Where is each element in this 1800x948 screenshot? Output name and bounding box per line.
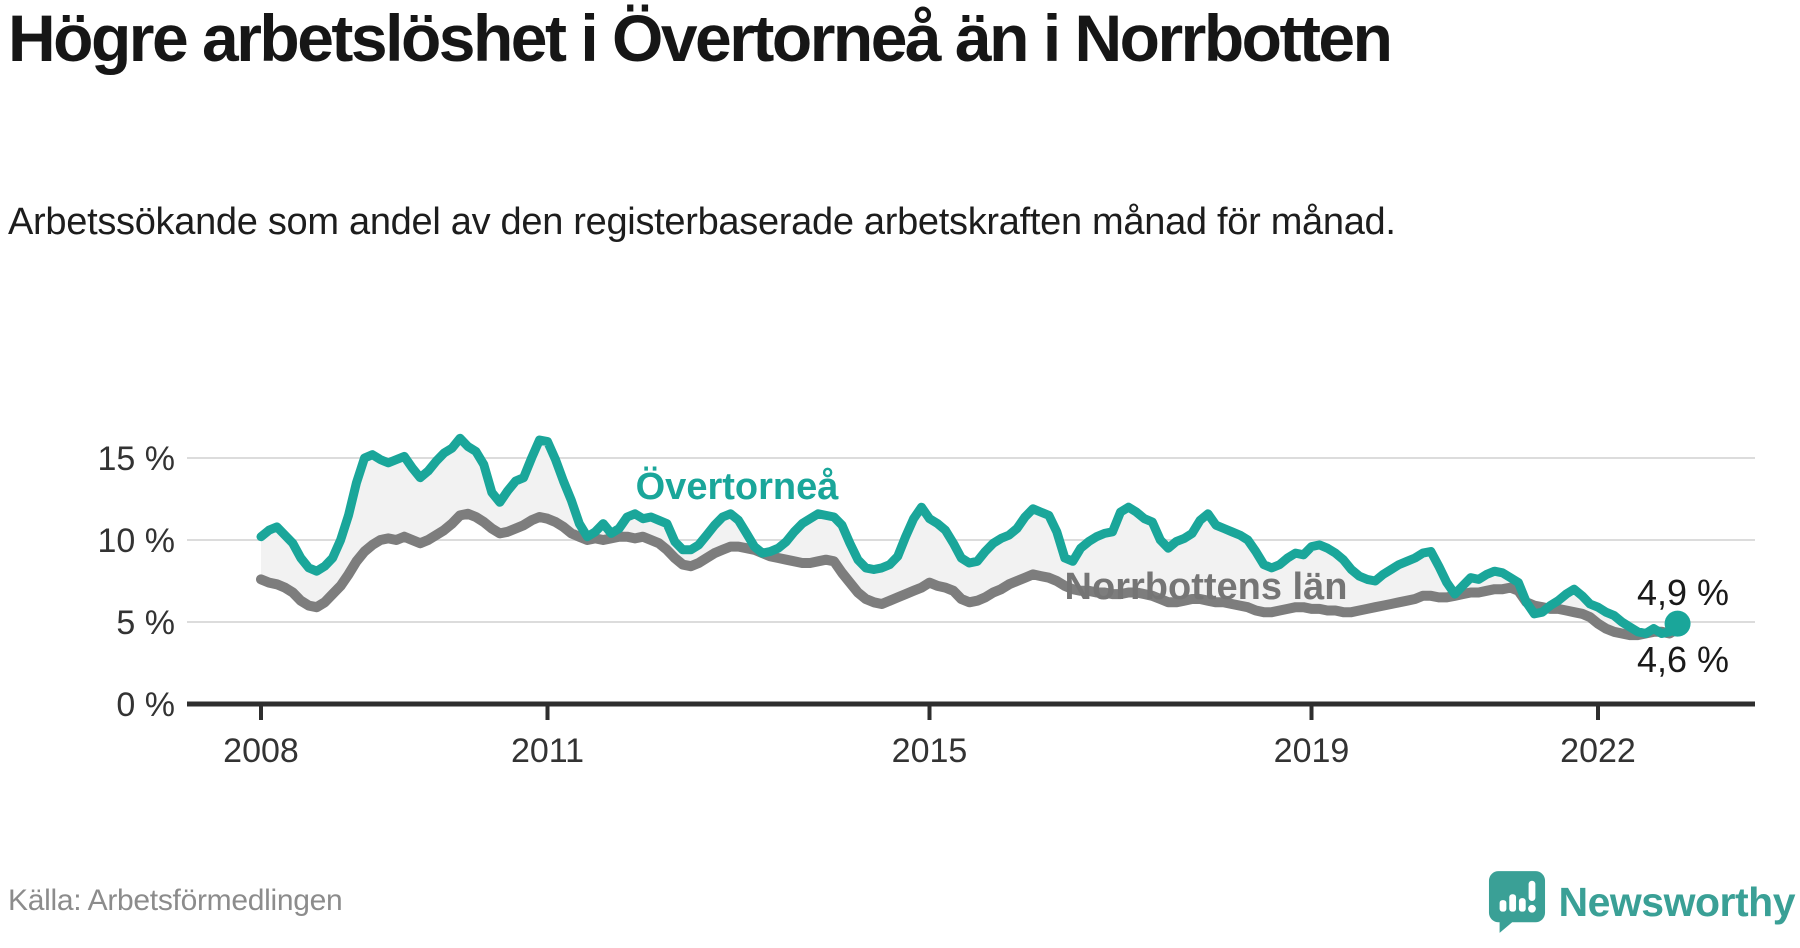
overtornea-end-dot — [1664, 610, 1691, 637]
x-axis-tick-label: 2019 — [1274, 732, 1350, 770]
norrbotten-end-value: 4,6 % — [1637, 639, 1729, 680]
x-axis-tick-label: 2008 — [223, 732, 299, 770]
exclamation-stem — [1528, 880, 1535, 902]
bar-chart-glyph — [1499, 880, 1536, 913]
y-axis-tick-label: 15 % — [98, 440, 176, 478]
y-axis-tick-label: 0 % — [116, 686, 175, 724]
newsworthy-logo-icon — [1488, 871, 1545, 933]
axis-layer: 2008 2011 2015 2019 2022 — [187, 701, 1755, 770]
overtornea-line — [256, 433, 1683, 638]
overtornea-end-value: 4,9 % — [1637, 572, 1729, 613]
y-axis-tick-label: 5 % — [116, 604, 175, 642]
y-axis-tick-label: 10 % — [98, 522, 176, 560]
exclamation-dot — [1527, 904, 1536, 913]
page-title: Högre arbetslöshet i Övertorneå än i Nor… — [8, 1, 1393, 75]
speech-bubble-shape — [1488, 871, 1545, 933]
newsworthy-logo-text: Newsworthy — [1558, 878, 1796, 925]
overtornea-series-label: Övertorneå — [636, 465, 840, 508]
series-layer — [256, 433, 1691, 641]
norrbotten-series-label: Norrbottens län — [1065, 566, 1348, 608]
x-axis-tick-label: 2022 — [1560, 732, 1636, 770]
newsworthy-logo: Newsworthy — [1488, 870, 1796, 934]
x-axis-tick-label: 2015 — [892, 732, 968, 770]
page-subtitle: Arbetssökande som andel av den registerb… — [8, 201, 1396, 243]
norrbotten-line — [256, 508, 1683, 641]
x-axis-tick-label: 2011 — [511, 732, 584, 770]
source-note: Källa: Arbetsförmedlingen — [8, 884, 343, 917]
series-band-fill — [261, 438, 1678, 636]
